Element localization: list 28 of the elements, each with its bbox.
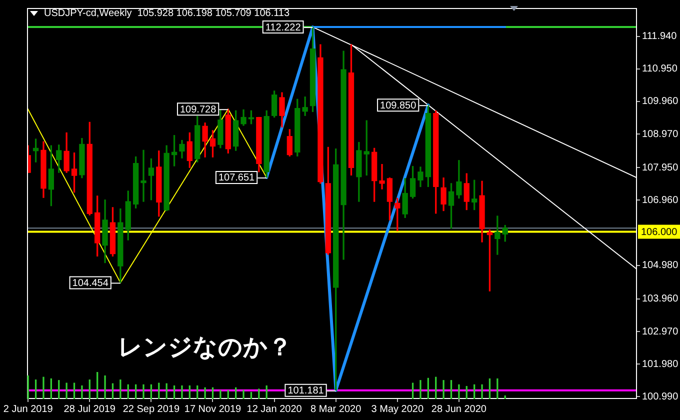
y-tick-label: 103.960 [642, 294, 679, 305]
annotation: 112.222 [265, 22, 302, 34]
y-tick-label: 100.990 [642, 391, 679, 402]
x-tick-label: 3 May 2020 [371, 404, 424, 415]
x-tick-label: 28 Jun 2020 [431, 404, 487, 415]
annotation: 107.651 [218, 172, 256, 184]
ref-line-label: 106.000 [641, 227, 678, 238]
y-tick-label: 101.980 [642, 358, 679, 370]
x-tick-label: 2 Jun 2019 [3, 404, 54, 415]
y-tick-label: 109.960 [642, 96, 679, 108]
chart-title: USDJPY-cd,Weekly 105.928 106.198 105.709 106.113 [44, 7, 290, 20]
y-tick-label: 107.950 [642, 162, 679, 174]
y-tick-label: 106.960 [642, 194, 679, 206]
annotation: 104.454 [72, 278, 109, 289]
x-tick-label: 28 Jul 2019 [64, 404, 116, 415]
annotation: 101.181 [288, 386, 324, 397]
y-tick-label: 111.940 [642, 31, 678, 42]
x-tick-label: 22 Sep 2019 [122, 404, 180, 415]
x-tick-label: 8 Mar 2020 [310, 404, 362, 415]
y-tick-label: 110.950 [642, 64, 678, 75]
y-tick-label: 104.980 [642, 260, 679, 272]
y-tick-label: 102.970 [642, 326, 679, 338]
annotation: 109.850 [380, 100, 417, 112]
annotation: 109.728 [180, 104, 217, 116]
y-tick-label: 108.970 [642, 128, 679, 140]
x-tick-label: 17 Nov 2019 [184, 404, 242, 415]
annotation: レンジなのか？ [118, 332, 292, 362]
x-tick-label: 12 Jan 2020 [246, 404, 302, 415]
